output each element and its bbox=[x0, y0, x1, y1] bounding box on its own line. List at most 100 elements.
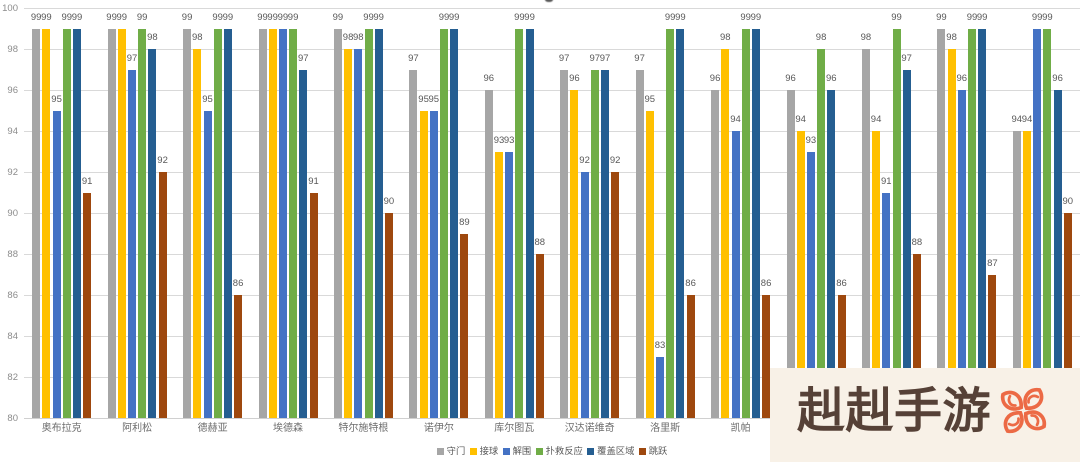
data-label: 88 bbox=[534, 237, 546, 248]
bar-goalkeeping bbox=[32, 28, 41, 418]
bar-clearance bbox=[806, 151, 815, 418]
data-label: 92 bbox=[609, 155, 621, 166]
bar-clearance bbox=[731, 131, 740, 418]
data-label: 99 bbox=[740, 11, 751, 23]
gridline bbox=[24, 131, 1080, 132]
bar-goalkeeping bbox=[1012, 131, 1021, 418]
data-label: 88 bbox=[911, 237, 923, 248]
x-axis-label: 特尔施特根 bbox=[338, 423, 389, 434]
data-label: 91 bbox=[81, 175, 93, 187]
four-petal-flower-icon bbox=[1000, 387, 1047, 434]
bar-coverage-area bbox=[902, 69, 911, 418]
data-label: 93 bbox=[503, 134, 515, 146]
data-label: 94 bbox=[1021, 114, 1033, 125]
data-label: 96 bbox=[569, 73, 580, 84]
bar-save-reflexes bbox=[1043, 28, 1052, 418]
legend-swatch-icon bbox=[469, 447, 477, 455]
gridline bbox=[24, 295, 1080, 296]
bar-clearance bbox=[203, 110, 212, 418]
data-label: 94 bbox=[1011, 114, 1023, 125]
bar-goalkeeping bbox=[937, 28, 946, 418]
bar-jumping bbox=[309, 192, 318, 418]
data-label: 99 bbox=[891, 11, 902, 23]
data-label: 96 bbox=[826, 73, 837, 84]
bar-save-reflexes bbox=[213, 28, 222, 418]
data-label: 83 bbox=[654, 339, 666, 351]
gridline bbox=[24, 8, 1080, 9]
bar-coverage-area bbox=[1053, 90, 1062, 418]
legend-label: 跳跃 bbox=[648, 446, 668, 456]
bar-coverage-area bbox=[978, 28, 987, 418]
data-label: 99 bbox=[61, 11, 73, 23]
legend-label: 扑救反应 bbox=[545, 446, 583, 456]
data-label: 95 bbox=[428, 93, 440, 105]
bar-catching bbox=[872, 131, 881, 418]
y-axis-label: 94 bbox=[7, 125, 18, 137]
legend-item: 守门 bbox=[436, 445, 465, 457]
legend-label: 解围 bbox=[512, 446, 532, 456]
data-label: 98 bbox=[353, 32, 364, 43]
bar-save-reflexes bbox=[440, 28, 448, 418]
data-label: 99 bbox=[116, 11, 128, 23]
bar-clearance bbox=[505, 151, 514, 418]
data-label: 99 bbox=[750, 11, 762, 23]
x-axis-label: 阿利松 bbox=[122, 423, 153, 434]
bar-coverage-area bbox=[525, 28, 534, 418]
x-axis-line bbox=[24, 418, 1080, 419]
gridline bbox=[24, 172, 1080, 173]
bar-catching bbox=[344, 49, 353, 418]
bar-goalkeeping bbox=[409, 69, 418, 418]
bar-catching bbox=[645, 110, 654, 418]
data-label: 86 bbox=[685, 278, 696, 289]
data-label: 99 bbox=[222, 11, 234, 23]
data-label: 96 bbox=[483, 73, 495, 84]
y-axis-label: 92 bbox=[7, 166, 18, 178]
x-axis-label: 埃德森 bbox=[273, 423, 303, 434]
bar-coverage-area bbox=[450, 28, 459, 418]
bar-save-reflexes bbox=[62, 28, 71, 418]
data-label: 96 bbox=[785, 73, 796, 84]
bar-jumping bbox=[234, 295, 243, 418]
bar-jumping bbox=[83, 192, 92, 418]
bar-catching bbox=[721, 49, 730, 418]
x-axis-label: 凯帕 bbox=[730, 423, 751, 434]
bar-save-reflexes bbox=[590, 69, 599, 418]
data-label: 99 bbox=[1042, 11, 1053, 23]
data-label: 94 bbox=[795, 114, 806, 125]
data-label: 97 bbox=[589, 52, 601, 64]
bar-clearance bbox=[580, 172, 589, 418]
bar-goalkeeping bbox=[560, 69, 569, 418]
data-label: 87 bbox=[987, 257, 998, 269]
data-label: 99 bbox=[212, 11, 223, 23]
bar-clearance bbox=[882, 192, 891, 418]
data-label: 86 bbox=[836, 278, 847, 289]
bar-catching bbox=[495, 151, 503, 418]
bar-jumping bbox=[988, 274, 997, 418]
gridline bbox=[24, 254, 1080, 255]
bar-save-reflexes bbox=[289, 28, 298, 418]
bar-goalkeeping bbox=[183, 28, 192, 418]
bar-goalkeeping bbox=[861, 49, 870, 418]
legend-swatch-icon bbox=[587, 447, 595, 455]
bar-clearance bbox=[278, 28, 287, 418]
data-label: 96 bbox=[709, 73, 721, 84]
data-label: 96 bbox=[956, 73, 968, 84]
bar-coverage-area bbox=[374, 28, 383, 418]
bar-catching bbox=[1023, 131, 1031, 418]
bar-coverage-area bbox=[148, 49, 157, 418]
x-axis-label: 诺伊尔 bbox=[423, 423, 454, 434]
data-label: 97 bbox=[901, 52, 912, 64]
bar-clearance bbox=[52, 110, 61, 418]
bar-coverage-area bbox=[751, 28, 760, 418]
bar-clearance bbox=[1033, 28, 1042, 418]
data-label: 93 bbox=[805, 134, 817, 146]
chart-title-remnant bbox=[545, 0, 553, 2]
data-label: 99 bbox=[936, 11, 947, 23]
legend-swatch-icon bbox=[436, 447, 444, 455]
data-label: 95 bbox=[202, 93, 213, 105]
gridline bbox=[24, 336, 1080, 337]
data-label: 93 bbox=[493, 134, 505, 146]
bar-save-reflexes bbox=[892, 28, 901, 418]
x-axis-label: 库尔图瓦 bbox=[494, 423, 535, 434]
